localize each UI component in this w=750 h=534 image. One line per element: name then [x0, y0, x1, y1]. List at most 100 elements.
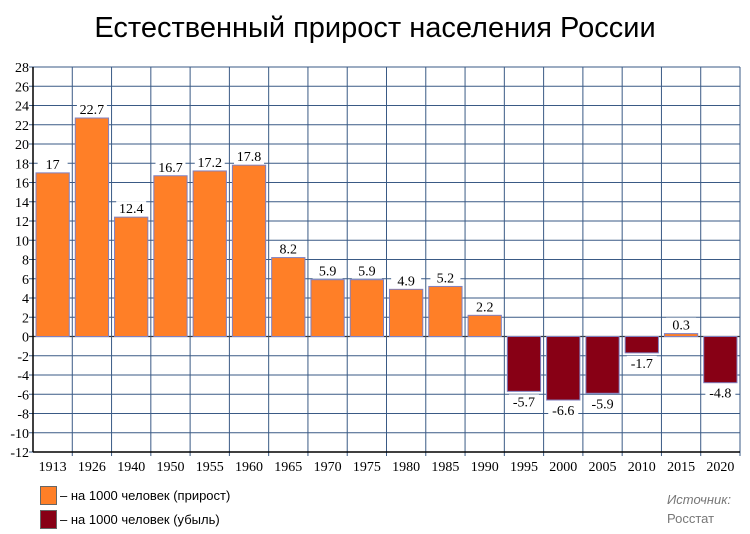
data-label-bg	[391, 273, 422, 289]
data-label: 5.9	[319, 265, 337, 280]
y-tick-label: 6	[22, 273, 29, 288]
y-tick-label: 2	[22, 311, 29, 326]
data-label: 17.2	[198, 156, 223, 171]
y-tick-label: -12	[10, 446, 29, 461]
data-label: -5.7	[513, 395, 535, 410]
data-label-bg	[234, 149, 265, 165]
data-label: 5.9	[358, 265, 376, 280]
data-label-bg	[116, 201, 147, 217]
data-label-bg	[469, 299, 500, 315]
data-label: 8.2	[280, 243, 298, 258]
data-label-bg	[666, 317, 697, 333]
source-value: Росстат	[667, 511, 715, 526]
data-label-bg	[312, 263, 343, 279]
y-tick-label: 12	[15, 215, 29, 230]
x-tick-label: 1985	[431, 460, 459, 475]
data-label-bg	[155, 159, 186, 175]
bar-1913	[35, 172, 70, 337]
x-tick-label: 1926	[78, 460, 106, 475]
legend-swatch-decline	[40, 510, 57, 529]
x-tick-label: 1995	[510, 460, 538, 475]
x-tick-label: 1990	[471, 460, 499, 475]
data-label: -6.6	[552, 404, 574, 419]
legend-label-decline: – на 1000 человек (убыль)	[60, 512, 220, 527]
chart-title: Естественный прирост населения России	[94, 12, 656, 44]
data-label: 5.2	[437, 271, 455, 286]
y-tick-label: 28	[15, 61, 29, 76]
data-label-bg	[37, 156, 68, 172]
bar-1990	[467, 314, 502, 338]
y-tick-label: -6	[17, 388, 29, 403]
data-label: 17	[46, 158, 60, 173]
y-tick-label: 22	[15, 119, 29, 134]
bar-1926	[74, 117, 110, 337]
x-tick-label: 2005	[589, 460, 617, 475]
x-tick-label: 1955	[196, 460, 224, 475]
bar-2020	[703, 336, 738, 384]
bar-1965	[271, 257, 306, 338]
x-tick-label: 1975	[353, 460, 381, 475]
data-label-bg	[273, 241, 304, 257]
data-label: 17.8	[237, 150, 262, 165]
data-label: 16.7	[158, 161, 183, 176]
bar-1995	[506, 336, 542, 392]
y-tick-label: 18	[15, 157, 29, 172]
data-label-bg	[351, 263, 382, 279]
data-label: 12.4	[119, 202, 144, 217]
x-tick-label: 1980	[392, 460, 420, 475]
source-note: Источник: Росстат	[667, 490, 731, 528]
data-label-bg	[508, 394, 539, 410]
legend-label-growth: – на 1000 человек (прирост)	[60, 488, 231, 503]
bar-1985	[428, 285, 463, 338]
x-tick-label: 2000	[549, 460, 577, 475]
data-label-bg	[548, 403, 579, 419]
legend-swatch-growth	[40, 486, 57, 505]
legend-item-decline: – на 1000 человек (убыль)	[40, 510, 220, 529]
source-label: Источник:	[667, 492, 731, 507]
y-tick-label: 20	[15, 138, 29, 153]
y-tick-label: 4	[22, 292, 29, 307]
data-label-bg	[587, 396, 618, 412]
bar-1980	[389, 288, 424, 337]
y-tick-label: 24	[15, 100, 29, 115]
data-label-bg	[194, 154, 225, 170]
data-label-bg	[430, 270, 461, 286]
y-tick-label: 10	[15, 234, 29, 249]
y-tick-label: -4	[17, 369, 29, 384]
data-label: 4.9	[397, 274, 415, 289]
legend-item-growth: – на 1000 человек (прирост)	[40, 486, 230, 505]
data-label: 0.3	[672, 319, 690, 334]
bar-1950	[153, 175, 188, 337]
x-tick-label: 2010	[628, 460, 656, 475]
data-label-bg	[626, 355, 657, 371]
y-tick-label: -8	[17, 408, 29, 423]
data-label-bg	[705, 385, 736, 401]
x-tick-label: 2015	[667, 460, 695, 475]
bar-1960	[231, 164, 267, 337]
bar-2000	[546, 336, 581, 401]
y-tick-label: 14	[15, 196, 29, 211]
bar-2005	[585, 336, 620, 394]
y-tick-label: -10	[10, 427, 29, 442]
bar-1955	[192, 170, 227, 337]
y-tick-label: 26	[15, 80, 29, 95]
y-tick-label: 0	[22, 331, 29, 346]
y-tick-label: 8	[22, 254, 29, 269]
x-tick-label: 1965	[274, 460, 302, 475]
bar-2015	[663, 333, 699, 337]
x-tick-label: 1940	[117, 460, 145, 475]
x-tick-label: 1913	[39, 460, 67, 475]
data-label: -4.8	[709, 387, 731, 402]
data-label: -5.9	[591, 397, 613, 412]
bar-1975	[349, 279, 385, 337]
data-label-bg	[76, 102, 107, 118]
x-tick-label: 2020	[706, 460, 734, 475]
bar-1970	[310, 279, 345, 337]
data-label: 22.7	[80, 103, 105, 118]
x-tick-label: 1970	[314, 460, 342, 475]
data-label: 2.2	[476, 300, 494, 315]
y-tick-label: -2	[17, 350, 29, 365]
y-tick-label: 16	[15, 177, 29, 192]
bar-1940	[114, 216, 149, 337]
